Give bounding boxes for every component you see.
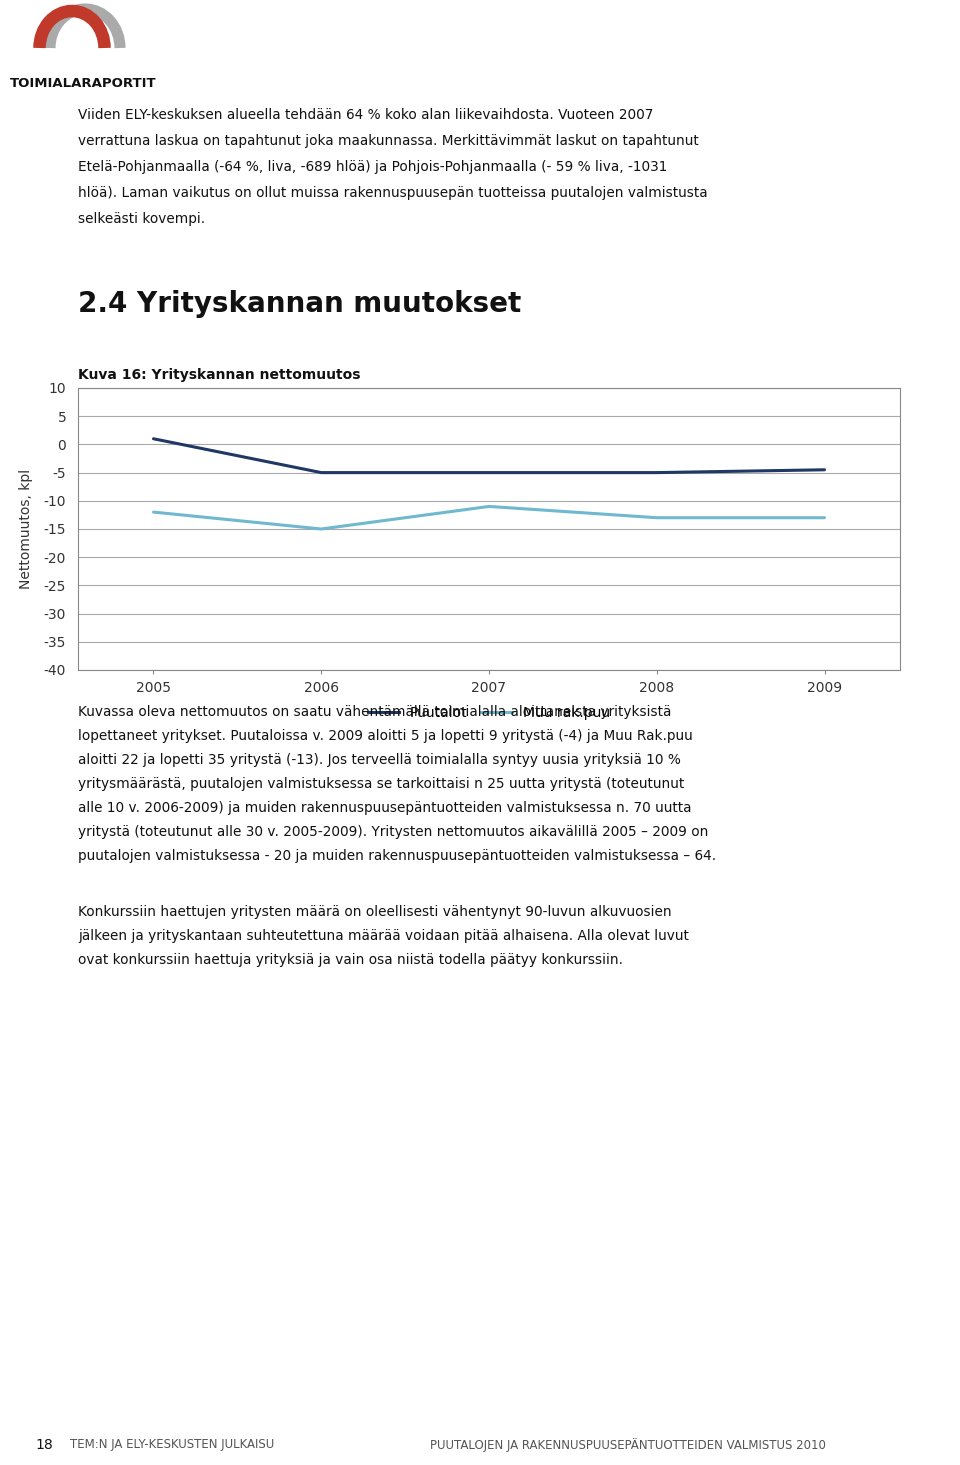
Text: Kuvassa oleva nettomuutos on saatu vähentämällä toimialalla aloittaneista yrityk: Kuvassa oleva nettomuutos on saatu vähen… <box>78 705 671 719</box>
Text: PUUTALOJEN JA RAKENNUSPUUSEPÄNTUOTTEIDEN VALMISTUS 2010: PUUTALOJEN JA RAKENNUSPUUSEPÄNTUOTTEIDEN… <box>430 1439 826 1452</box>
Text: verrattuna laskua on tapahtunut joka maakunnassa. Merkittävimmät laskut on tapah: verrattuna laskua on tapahtunut joka maa… <box>78 133 699 148</box>
Text: TOIMIALARAPORTIT: TOIMIALARAPORTIT <box>10 78 156 89</box>
Text: puutalojen valmistuksessa - 20 ja muiden rakennuspuusepäntuotteiden valmistukses: puutalojen valmistuksessa - 20 ja muiden… <box>78 850 716 863</box>
Text: Konkurssiin haettujen yritysten määrä on oleellisesti vähentynyt 90-luvun alkuvu: Konkurssiin haettujen yritysten määrä on… <box>78 905 672 919</box>
Text: TEM:N JA ELY-KESKUSTEN JULKAISU: TEM:N JA ELY-KESKUSTEN JULKAISU <box>70 1439 275 1450</box>
Text: jälkeen ja yrityskantaan suhteutettuna määrää voidaan pitää alhaisena. Alla olev: jälkeen ja yrityskantaan suhteutettuna m… <box>78 929 689 943</box>
Text: Viiden ELY-keskuksen alueella tehdään 64 % koko alan liikevaihdosta. Vuoteen 200: Viiden ELY-keskuksen alueella tehdään 64… <box>78 108 654 122</box>
Text: 2.4 Yrityskannan muutokset: 2.4 Yrityskannan muutokset <box>78 290 521 318</box>
Text: aloitti 22 ja lopetti 35 yritystä (-13). Jos terveellä toimialalla syntyy uusia : aloitti 22 ja lopetti 35 yritystä (-13).… <box>78 753 681 768</box>
Text: lopettaneet yritykset. Puutaloissa v. 2009 aloitti 5 ja lopetti 9 yritystä (-4) : lopettaneet yritykset. Puutaloissa v. 20… <box>78 730 693 743</box>
Text: Etelä-Pohjanmaalla (-64 %, liva, -689 hlöä) ja Pohjois-Pohjanmaalla (- 59 % liva: Etelä-Pohjanmaalla (-64 %, liva, -689 hl… <box>78 160 667 174</box>
Text: 18: 18 <box>35 1439 53 1452</box>
Text: selkeästi kovempi.: selkeästi kovempi. <box>78 212 205 226</box>
Y-axis label: Nettomuutos, kpl: Nettomuutos, kpl <box>18 469 33 589</box>
Text: yritystä (toteutunut alle 30 v. 2005-2009). Yritysten nettomuutos aikavälillä 20: yritystä (toteutunut alle 30 v. 2005-200… <box>78 825 708 839</box>
Text: Kuva 16: Yrityskannan nettomuutos: Kuva 16: Yrityskannan nettomuutos <box>78 368 361 382</box>
Text: alle 10 v. 2006-2009) ja muiden rakennuspuusepäntuotteiden valmistuksessa n. 70 : alle 10 v. 2006-2009) ja muiden rakennus… <box>78 801 691 815</box>
Text: yritysmäärästä, puutalojen valmistuksessa se tarkoittaisi n 25 uutta yritystä (t: yritysmäärästä, puutalojen valmistuksess… <box>78 776 684 791</box>
Text: ovat konkurssiin haettuja yrityksiä ja vain osa niistä todella päätyy konkurssii: ovat konkurssiin haettuja yrityksiä ja v… <box>78 954 623 967</box>
Text: hlöä). Laman vaikutus on ollut muissa rakennuspuusepän tuotteissa puutalojen val: hlöä). Laman vaikutus on ollut muissa ra… <box>78 186 708 201</box>
Legend: Puutalot, Muu rak.puu: Puutalot, Muu rak.puu <box>363 700 615 725</box>
